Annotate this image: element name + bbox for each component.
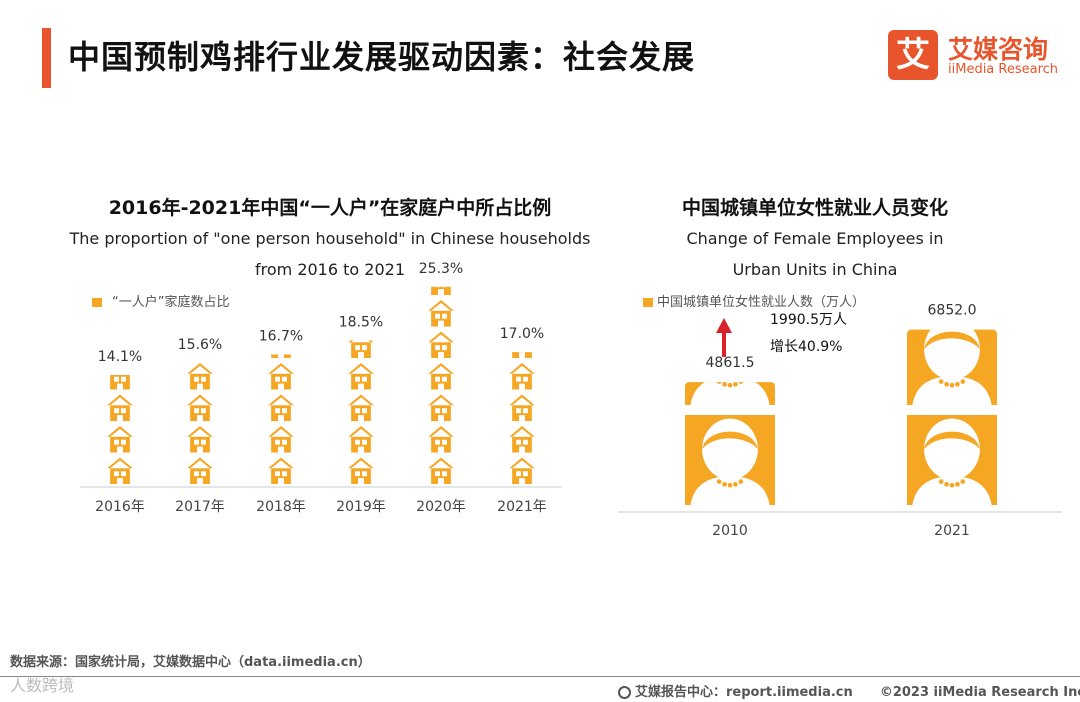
chart1-x-tick: 2020年	[416, 499, 466, 515]
house-icon	[348, 457, 374, 485]
chart2-legend: 中国城镇单位女性就业人数（万人）	[643, 291, 865, 310]
house-icon	[268, 425, 294, 453]
house-stack-bar	[187, 363, 213, 485]
globe-icon	[618, 686, 631, 699]
footer-right: 艾媒报告中心：report.iimedia.cn ©2023 iiMedia R…	[618, 681, 1080, 700]
chart1-value-label: 17.0%	[500, 326, 544, 342]
house-icon	[107, 425, 133, 453]
woman-icon	[907, 415, 997, 505]
house-icon	[509, 457, 535, 485]
house-icon	[187, 394, 213, 422]
woman-icon-bar	[685, 382, 775, 505]
chart2-subtitle-line2: Urban Units in China	[732, 260, 898, 279]
house-icon	[428, 299, 454, 327]
chart2-subtitle-line1: Change of Female Employees in	[686, 229, 944, 248]
chart1-marks: 14.1% 2016年 15.6% 2017年 16.7% 2018年 18.5% 2019年…	[95, 261, 547, 515]
house-icon	[428, 394, 454, 422]
chart1-legend-label: “一人户”家庭数占比	[112, 295, 230, 310]
house-icon	[107, 457, 133, 485]
house-icon	[268, 362, 294, 390]
woman-icon	[685, 415, 775, 505]
house-stack	[428, 286, 454, 485]
chart2-annotation-growth: 增长40.9%	[770, 339, 842, 355]
chart1-title: 2016年-2021年中国“一人户”在家庭户中所占比例	[108, 197, 552, 219]
house-icon	[268, 394, 294, 422]
house-icon	[187, 363, 213, 390]
house-icon	[107, 394, 133, 422]
house-icon	[187, 425, 213, 453]
house-stack	[509, 352, 535, 485]
page-title: 中国预制鸡排行业发展驱动因素：社会发展	[68, 38, 696, 76]
chart2-legend-label: 中国城镇单位女性就业人数（万人）	[657, 295, 866, 310]
house-icon	[428, 425, 454, 453]
woman-icon	[907, 329, 997, 405]
house-stack	[107, 374, 133, 485]
house-stack	[187, 363, 213, 485]
house-stack	[268, 354, 294, 485]
house-icon	[509, 425, 535, 453]
chart1-x-tick: 2018年	[256, 499, 306, 515]
report-center: 艾媒报告中心：report.iimedia.cn	[635, 685, 853, 700]
house-icon	[348, 394, 374, 422]
chart2-title: 中国城镇单位女性就业人员变化	[681, 197, 948, 219]
data-source: 数据来源：国家统计局，艾媒数据中心（data.iimedia.cn）	[10, 655, 371, 670]
woman-legend-icon	[643, 298, 653, 307]
house-icon	[428, 331, 454, 359]
house-stack-bar	[348, 340, 374, 485]
house-icon	[348, 340, 374, 359]
house-icon	[348, 425, 374, 453]
chart2-annotation-amount: 1990.5万人	[770, 312, 847, 328]
house-stack-bar	[509, 352, 535, 485]
house-icon	[187, 457, 213, 485]
house-icon	[509, 394, 535, 422]
title-accent-bar	[42, 28, 51, 88]
chart2-value-label: 4861.5	[706, 355, 755, 371]
logo-cn-text: 艾媒咨询	[948, 35, 1049, 64]
house-icon	[348, 362, 374, 390]
house-icon	[428, 362, 454, 390]
watermark: 人数跨境	[10, 676, 75, 695]
chart2-x-tick: 2010	[712, 523, 748, 539]
house-icon	[509, 362, 535, 390]
chart2-value-label: 6852.0	[928, 303, 977, 319]
house-icon	[428, 457, 454, 485]
house-legend-icon	[92, 298, 102, 307]
house-icon	[107, 374, 133, 390]
growth-arrow-head	[716, 318, 732, 333]
chart2-marks: 4861.5 2010 6852.0 2021	[685, 303, 997, 539]
copyright: ©2023 iiMedia Research Inc	[879, 685, 1080, 700]
woman-stack	[685, 382, 775, 505]
woman-icon-bar	[907, 329, 997, 505]
logo-en-text: iiMedia Research	[948, 62, 1059, 77]
chart1-value-label: 15.6%	[178, 337, 222, 353]
chart2-x-tick: 2021	[934, 523, 970, 539]
chart1-value-label: 25.3%	[419, 261, 463, 277]
chart1-subtitle-line1: The proportion of "one person household"…	[69, 229, 591, 248]
iimedia-logo: 艾 艾媒咨询 iiMedia Research	[888, 30, 1068, 82]
house-icon	[268, 457, 294, 485]
house-stack	[348, 340, 374, 485]
house-stack-bar	[268, 354, 294, 485]
chart1-subtitle-line2: from 2016 to 2021	[255, 260, 405, 279]
woman-stack	[907, 329, 997, 505]
chart1-x-tick: 2021年	[497, 499, 547, 515]
house-stack-bar	[428, 286, 454, 485]
chart1-x-tick: 2017年	[175, 499, 225, 515]
chart1-value-label: 16.7%	[259, 328, 303, 344]
footer-divider	[0, 676, 1080, 677]
logo-mark: 艾	[888, 30, 938, 80]
chart1-value-label: 18.5%	[339, 314, 383, 330]
house-stack-bar	[107, 374, 133, 485]
chart1-legend: “一人户”家庭数占比	[92, 291, 229, 310]
chart1-value-label: 14.1%	[98, 349, 142, 365]
chart1-x-tick: 2016年	[95, 499, 145, 515]
chart1-x-tick: 2019年	[336, 499, 386, 515]
